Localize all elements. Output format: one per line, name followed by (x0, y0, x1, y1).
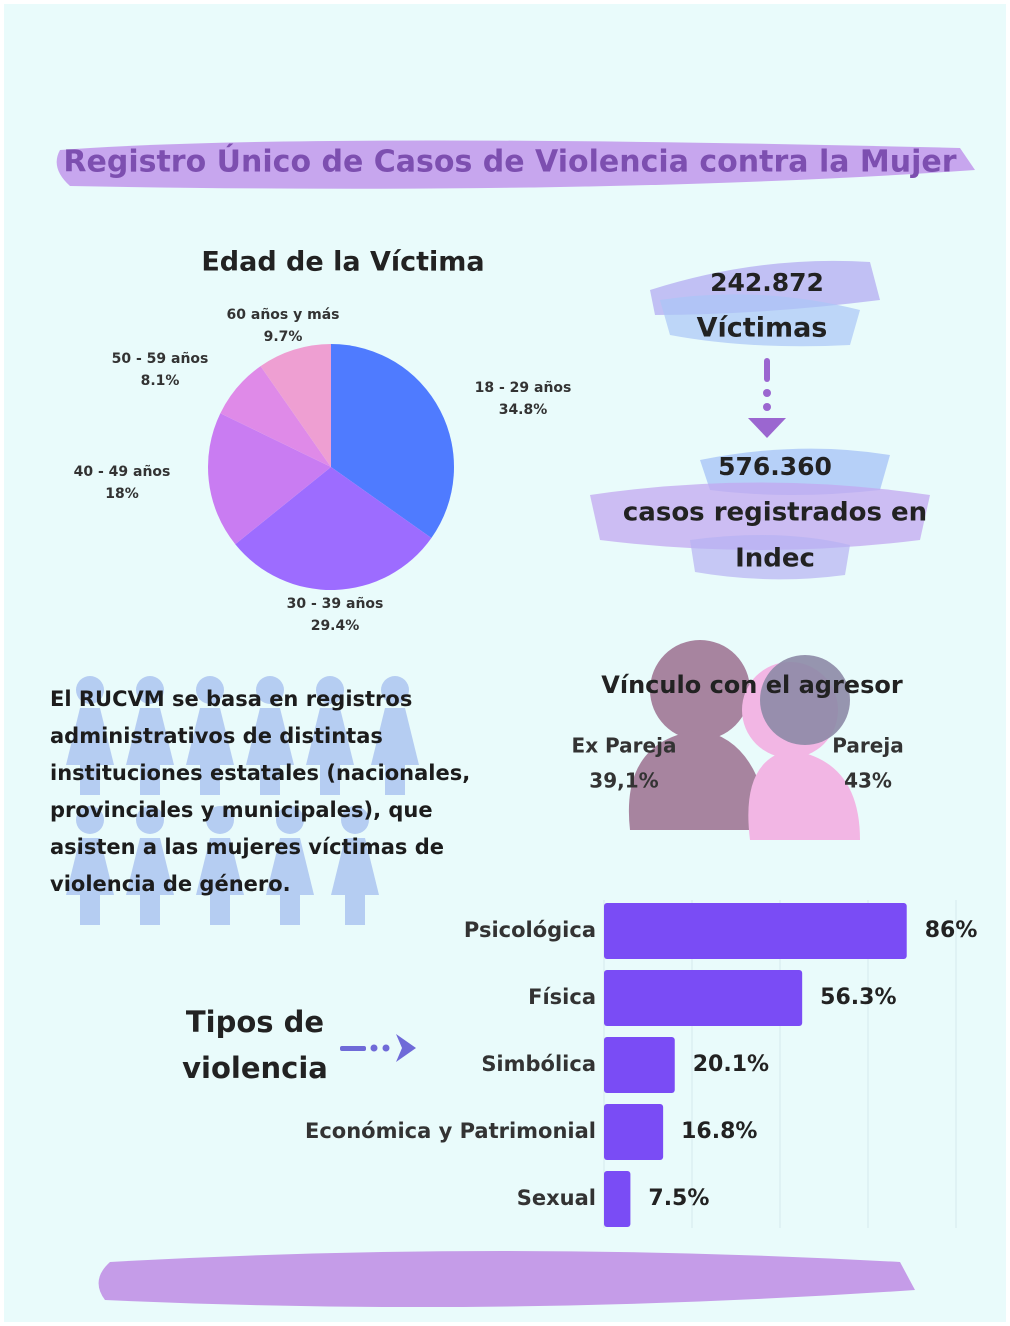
category-label: Psicológica (464, 918, 596, 942)
woman-legs (80, 895, 100, 925)
value-label: 7.5% (648, 1186, 709, 1211)
vinculo-label: Pareja (832, 734, 903, 758)
slice-value: 29.4% (311, 618, 360, 634)
infographic: Registro Único de Casos de Violencia con… (0, 0, 1010, 1326)
page: RUCVM {"title": "Registro Único de Casos… (0, 0, 1010, 1326)
slice-value: 9.7% (264, 329, 303, 345)
bar (604, 1104, 663, 1160)
pie-title: Edad de la Víctima (201, 247, 484, 278)
description-line: instituciones estatales (nacionales, (50, 761, 470, 785)
slice-label: 30 - 39 años (287, 596, 384, 612)
value-label: 16.8% (681, 1119, 757, 1144)
slice-value: 34.8% (499, 402, 548, 418)
slice-label: 50 - 59 años (112, 351, 209, 367)
bar (604, 1171, 630, 1227)
cases-label: casos registrados en (623, 498, 927, 528)
slice-label: 60 años y más (227, 307, 340, 323)
bar (604, 903, 907, 959)
value-label: 86% (925, 918, 978, 943)
description-line: administrativos de distintas (50, 724, 383, 748)
cases-label: Indec (735, 544, 815, 574)
vinculo-value: 39,1% (589, 769, 658, 793)
description-line: violencia de género. (50, 872, 291, 896)
description-line: asisten a las mujeres víctimas de (50, 835, 444, 859)
cases-value: 576.360 (718, 452, 832, 481)
slice-label: 40 - 49 años (74, 464, 171, 480)
vinculo-value: 43% (844, 769, 892, 793)
woman-legs (210, 895, 230, 925)
slice-value: 18% (105, 486, 139, 502)
category-label: Física (528, 985, 596, 1009)
vinculo-title: Vínculo con el agresor (601, 671, 903, 699)
woman-legs (345, 895, 365, 925)
bar-chart-title: Tipos de (186, 1005, 324, 1039)
description-line: provinciales y municipales), que (50, 798, 433, 822)
description-line: El RUCVM se basa en registros (50, 687, 412, 711)
victims-label: Víctimas (697, 313, 828, 344)
victims-value: 242.872 (710, 268, 824, 297)
woman-legs (280, 895, 300, 925)
vinculo-label: Ex Pareja (572, 734, 677, 758)
bar (604, 970, 802, 1026)
main-title: Registro Único de Casos de Violencia con… (63, 143, 956, 180)
category-label: Simbólica (481, 1052, 596, 1076)
bar (604, 1037, 675, 1093)
category-label: Sexual (517, 1186, 596, 1210)
bar-chart-title: violencia (182, 1051, 328, 1085)
value-label: 20.1% (693, 1052, 769, 1077)
category-label: Económica y Patrimonial (305, 1119, 596, 1143)
value-label: 56.3% (820, 985, 896, 1010)
woman-legs (140, 895, 160, 925)
slice-value: 8.1% (141, 373, 180, 389)
body: Registro Único de Casos de Violencia con… (0, 0, 1010, 1326)
slice-label: 18 - 29 años (475, 380, 572, 396)
